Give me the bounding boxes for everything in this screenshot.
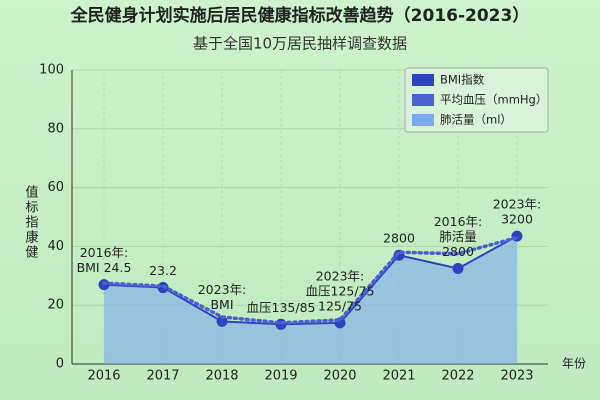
chart-subtitle: 基于全国10万居民抽样调查数据 — [193, 35, 407, 53]
annotation: 血压125/75 — [306, 283, 375, 298]
y-tick-label: 20 — [47, 298, 64, 313]
y-tick-label: 0 — [56, 357, 64, 372]
annotation: 125/75 — [318, 298, 362, 313]
annotation: 2800 — [442, 244, 474, 259]
line — [102, 235, 519, 325]
legend-swatch — [412, 74, 434, 86]
y-tick-label: 40 — [47, 239, 64, 254]
x-tick-label: 2021 — [382, 369, 415, 384]
annotation: 3200 — [501, 212, 533, 227]
x-tick-label: 2023 — [500, 369, 533, 384]
legend-label: BMI指数 — [440, 73, 485, 87]
x-tick-label: 2022 — [441, 369, 474, 384]
legend-box — [404, 67, 549, 133]
annotation: 2023年: — [316, 268, 365, 283]
x-tick-label: 2018 — [205, 369, 238, 384]
legend-label: 肺活量（ml） — [440, 113, 512, 127]
annotation: 肺活量 — [439, 229, 477, 244]
y-tick-label: 80 — [47, 121, 64, 136]
annotation: 23.2 — [149, 263, 177, 278]
annotation: BMI — [210, 297, 233, 312]
point — [452, 262, 464, 274]
y-axis-label: 值标指康健 — [23, 184, 39, 260]
point — [275, 318, 287, 330]
legend-swatch — [412, 94, 434, 106]
legend-swatch — [412, 114, 434, 126]
annotation: BMI 24.5 — [77, 260, 132, 275]
annotation: 2800 — [383, 231, 415, 246]
x-tick-label: 2017 — [146, 369, 179, 384]
chart-title: 全民健身计划实施后居民健康指标改善趋势（2016-2023） — [70, 5, 530, 26]
annotation: 2023年: — [493, 197, 542, 212]
area — [104, 236, 517, 364]
y-tick-label: 60 — [47, 180, 64, 195]
y-tick-label: 100 — [39, 63, 64, 78]
annotation: 血压135/85 — [247, 300, 316, 315]
annotation: 2016年: — [80, 245, 129, 260]
annotation: 2023年: — [198, 282, 247, 297]
line — [103, 235, 518, 326]
x-tick-label: 2020 — [323, 369, 356, 384]
x-tick-label: 2016 — [87, 369, 120, 384]
annotation: 2016年: — [434, 214, 483, 229]
x-tick-label: 2019 — [264, 369, 297, 384]
x-axis-label: 年份 — [562, 357, 586, 371]
legend-label: 平均血压（mmHg） — [440, 93, 547, 107]
